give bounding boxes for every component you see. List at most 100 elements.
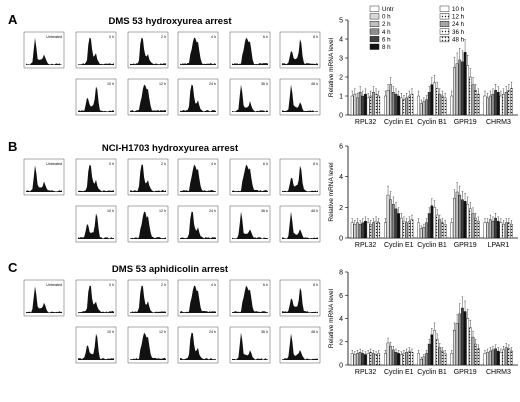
panel-title: DMS 53 hydroxyurea arrest [108, 16, 232, 27]
legend-swatch [439, 5, 450, 12]
legend-swatch [369, 43, 380, 50]
bar [374, 220, 378, 239]
bar [384, 353, 387, 366]
bar [488, 350, 492, 366]
legend-entry: 4 h [369, 28, 391, 36]
flow-histogram: 12 h [127, 205, 169, 243]
flow-histogram: 48 h [279, 205, 321, 243]
bar [496, 350, 500, 366]
bar [366, 97, 370, 116]
flow-label: 36 h [261, 82, 268, 86]
bar [397, 213, 400, 239]
flow-histogram: 24 h [177, 78, 219, 116]
bar [425, 222, 428, 239]
bar-chart: 0 2 4 6 8 Relative mRNA level RPL32 Cyclin E1 Cy… [328, 270, 518, 376]
legend-swatch [439, 13, 450, 20]
bar [494, 90, 497, 116]
category-label: Cyclin E1 [384, 242, 414, 249]
bar [469, 327, 472, 366]
legend-swatch [369, 21, 380, 27]
bar [410, 93, 414, 116]
category-label: RPL32 [355, 119, 377, 126]
bar [504, 222, 508, 239]
flow-label: 12 h [159, 209, 166, 213]
bar [391, 349, 395, 366]
legend-swatch [369, 5, 380, 12]
flow-histogram: 8 h [279, 31, 321, 69]
flow-label: 4 h [211, 35, 216, 39]
bar [443, 353, 447, 366]
bar [471, 84, 475, 116]
bar [474, 90, 478, 116]
bar [389, 199, 393, 239]
legend-entry: 2 h [369, 21, 391, 28]
bar [366, 353, 370, 366]
bar [361, 95, 365, 116]
category-label: GPR19 [454, 119, 477, 126]
bar [417, 95, 420, 116]
bar [405, 352, 408, 366]
legend-swatch [439, 28, 450, 35]
legend-entry: 36 h [439, 28, 465, 36]
bar [353, 224, 357, 239]
flow-label: 10 h [107, 330, 114, 334]
y-tick-label: 0 [339, 363, 343, 370]
flow-label: 48 h [311, 209, 318, 213]
bar [438, 219, 442, 239]
flow-histogram: 12 h [127, 78, 169, 116]
bar [422, 227, 426, 239]
bar [458, 59, 462, 116]
bar [374, 354, 378, 366]
bar [499, 352, 503, 366]
flow-histogram: 12 h [127, 326, 169, 364]
bar [502, 93, 505, 116]
bar [384, 222, 387, 239]
y-tick-label: 1 [339, 94, 343, 101]
flow-label: 36 h [261, 330, 268, 334]
bar [430, 205, 434, 239]
bar [486, 222, 489, 239]
legend-label: 6 h [382, 36, 391, 43]
legend-entry: Untr [369, 5, 394, 13]
bar [433, 82, 436, 116]
bar [491, 349, 495, 366]
bar [356, 97, 359, 116]
bar [389, 346, 393, 366]
bar [417, 353, 420, 366]
flow-label: 0 h [109, 283, 114, 287]
bar [463, 52, 467, 116]
bar [461, 199, 464, 239]
flow-histogram: 4 h [177, 31, 219, 69]
bar [507, 90, 511, 116]
bar [402, 220, 406, 239]
panel-title: DMS 53 aphidicolin arrest [112, 264, 229, 275]
bar [427, 92, 431, 116]
y-tick-label: 0 [339, 236, 343, 243]
bar [417, 222, 420, 239]
flow-label: 0 h [109, 162, 114, 166]
bar [476, 220, 480, 239]
bar [386, 90, 390, 116]
flow-histogram: 4 h [177, 158, 219, 196]
bar [435, 214, 439, 239]
flow-label: 4 h [211, 283, 216, 287]
bar [364, 220, 367, 239]
bar [441, 350, 444, 366]
bar [399, 97, 403, 116]
bar [469, 76, 472, 116]
flow-label: 48 h [311, 330, 318, 334]
bar [504, 347, 508, 366]
bar [369, 352, 373, 366]
legend-label: 2 h [382, 21, 391, 28]
bar [364, 93, 367, 116]
bar [510, 224, 513, 239]
bar [372, 353, 375, 366]
legend-label: 8 h [382, 44, 391, 51]
bar [494, 348, 497, 366]
bar [466, 318, 470, 366]
bar [386, 194, 390, 239]
y-tick-label: 5 [339, 18, 343, 25]
category-label: GPR19 [454, 242, 477, 249]
flow-label: 12 h [159, 330, 166, 334]
